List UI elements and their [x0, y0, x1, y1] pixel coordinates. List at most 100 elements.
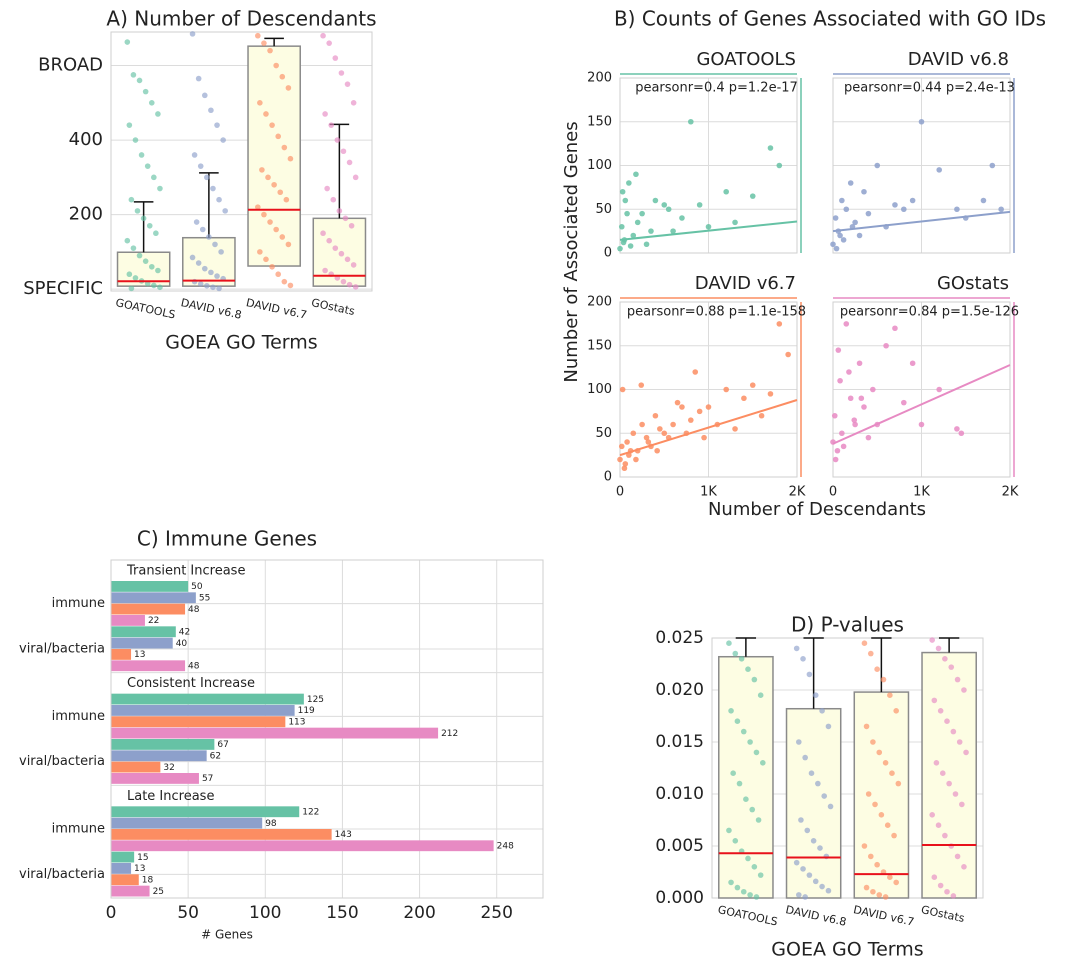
annotation: pearsonr=0.4 p=1.2e-17	[635, 81, 798, 96]
y-tick-label: 200	[69, 204, 103, 225]
strip-point	[124, 39, 131, 45]
panel-label: GOATOOLS	[696, 49, 796, 70]
scatter-point	[840, 443, 847, 450]
strip-point	[810, 838, 817, 844]
strip-point	[796, 739, 802, 745]
strip-point	[346, 159, 353, 166]
strip-point	[736, 780, 743, 787]
bar	[111, 817, 263, 829]
y-tick-label: 0	[604, 246, 612, 261]
scatter-point	[723, 386, 729, 393]
strip-point	[124, 237, 131, 244]
strip-point	[201, 265, 208, 272]
strip-point	[332, 245, 339, 251]
y-tick-label: immune	[52, 822, 105, 837]
scatter-point	[643, 241, 650, 248]
strip-point	[796, 892, 802, 898]
strip-point	[126, 271, 133, 278]
strip-point	[726, 827, 732, 834]
strip-point	[887, 692, 893, 698]
scatter-point	[732, 219, 738, 226]
strip-point	[937, 882, 944, 889]
bar	[111, 739, 215, 750]
value-label: 22	[148, 616, 159, 626]
strip-point	[889, 770, 895, 776]
strip-point	[870, 888, 876, 895]
strip-point	[151, 282, 157, 289]
value-label: 122	[302, 808, 319, 818]
strip-point	[273, 62, 279, 69]
bar	[111, 761, 161, 773]
strip-point	[206, 234, 212, 240]
strip-point	[732, 838, 739, 844]
value-label: 62	[210, 752, 221, 762]
strip-point	[287, 155, 294, 162]
bar	[111, 806, 300, 818]
scatter-point	[626, 180, 632, 186]
strip-point	[281, 278, 288, 285]
scatter-point	[657, 426, 663, 432]
scatter-point	[936, 386, 942, 393]
x-tick-label: 0	[829, 485, 837, 500]
strip-point	[825, 887, 832, 894]
scatter-point	[619, 188, 626, 195]
strip-point	[870, 739, 876, 745]
x-tick-label: 1K	[700, 485, 717, 500]
strip-point	[876, 749, 883, 756]
strip-point	[961, 864, 967, 870]
strip-point	[279, 234, 286, 240]
scatter-point	[776, 321, 783, 327]
x-tick-label: DAVID v6.8	[180, 296, 243, 322]
scatter-point	[638, 382, 645, 388]
scatter-point	[846, 369, 852, 375]
scatter-point	[843, 321, 850, 327]
strip-point	[153, 230, 159, 237]
strip-point	[728, 708, 734, 714]
strip-point	[939, 770, 946, 776]
strip-point	[825, 723, 832, 730]
strip-point	[755, 817, 762, 823]
scatter-point	[633, 456, 639, 463]
scatter-point	[909, 360, 916, 367]
scatter-point	[749, 382, 756, 388]
axes-frame	[832, 77, 1011, 254]
scatter-point	[688, 417, 694, 423]
scatter-point	[749, 193, 756, 199]
axes-frame	[110, 31, 373, 292]
x-tick-label: 2K	[1002, 485, 1019, 500]
scatter-point	[901, 399, 907, 406]
value-label: 98	[265, 819, 277, 829]
fit-line	[832, 210, 1011, 233]
strip-point	[793, 859, 800, 866]
scatter-point	[843, 206, 850, 213]
x-tick-label: 2K	[789, 485, 806, 500]
y-tick-label: 0.020	[655, 680, 704, 700]
strip-point	[326, 40, 332, 46]
strip-point	[743, 796, 749, 802]
strip-point	[146, 222, 153, 229]
y-tick-label: 200	[587, 71, 612, 86]
strip-point	[757, 692, 764, 698]
strip-point	[269, 263, 275, 270]
strip-point	[793, 645, 800, 652]
x-axis-label: GOEA GO Terms	[165, 332, 317, 354]
scatter-point	[732, 426, 738, 432]
scatter-point	[688, 118, 694, 125]
strip-point	[817, 845, 823, 851]
strip-point	[819, 708, 825, 714]
scatter-point	[861, 404, 867, 410]
scatter-point	[670, 421, 676, 428]
scatter-point	[874, 162, 881, 169]
bar	[111, 637, 173, 649]
strip-point	[874, 861, 880, 868]
scatter-point	[839, 197, 845, 204]
strip-point	[320, 32, 326, 39]
strip-point	[950, 893, 957, 899]
scatter-point	[835, 347, 842, 353]
strip-point	[199, 226, 206, 233]
strip-point	[352, 174, 359, 181]
y-tick-label: 0.010	[655, 784, 704, 804]
strip-point	[942, 656, 948, 662]
strip-point	[884, 822, 891, 828]
panel-label: GOstats	[937, 273, 1009, 294]
